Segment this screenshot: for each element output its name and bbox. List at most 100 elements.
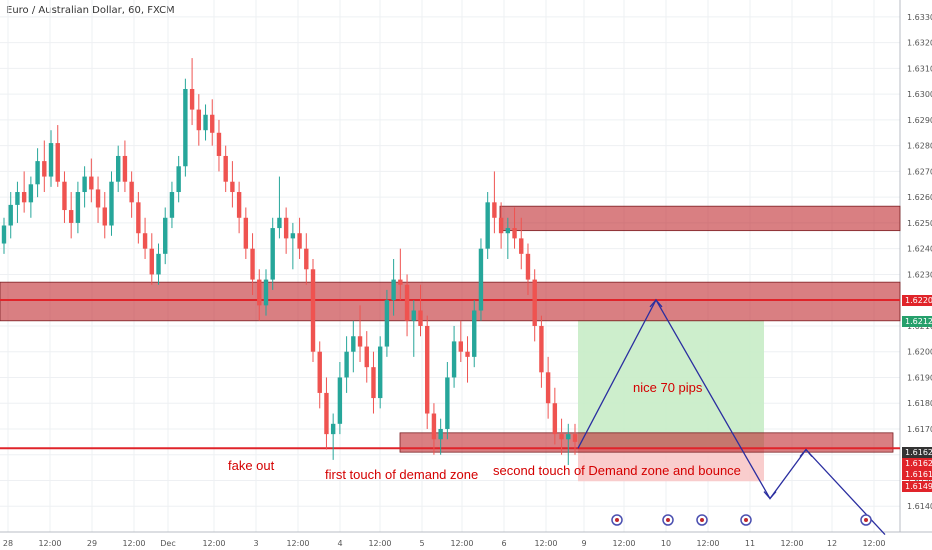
x-tick-label: 10	[661, 539, 671, 548]
candle-body	[545, 372, 551, 404]
chart-annotation: fake out	[228, 458, 275, 473]
candle-body	[472, 310, 477, 357]
chart-annotation: first touch of demand zone	[325, 467, 478, 482]
candle-body	[270, 228, 275, 280]
candle-body	[15, 192, 20, 205]
x-tick-label: 29	[87, 539, 97, 548]
resistance-zone	[0, 281, 901, 322]
candle-body	[505, 228, 511, 234]
candle-body	[398, 279, 403, 285]
candle-body	[136, 202, 141, 234]
candle-body	[377, 346, 383, 399]
price-label: 1.62123	[905, 317, 932, 326]
y-tick-label: 1.61700	[907, 425, 932, 434]
candle-body	[310, 269, 316, 352]
candle-body	[371, 367, 376, 399]
x-tick-label: 12	[827, 539, 837, 548]
candle-body	[129, 181, 134, 203]
target-zone	[578, 320, 764, 449]
candle-body	[142, 233, 148, 249]
candle-body	[8, 204, 13, 226]
x-tick-label: Dec	[160, 539, 175, 548]
candle-body	[337, 377, 343, 424]
candle-body	[210, 114, 215, 133]
candle-body	[445, 377, 450, 429]
x-tick-label: 12:00	[368, 539, 391, 548]
candle-body	[438, 428, 443, 440]
candle-body	[68, 210, 74, 223]
candle-body	[82, 176, 87, 193]
candle-body	[498, 217, 504, 234]
y-tick-label: 1.62600	[907, 193, 932, 202]
candle-body	[317, 351, 322, 393]
x-tick-label: 5	[419, 539, 424, 548]
x-tick-label: 12:00	[780, 539, 803, 548]
price-label-box	[902, 458, 932, 469]
candle-body	[344, 351, 349, 378]
candle-body	[458, 341, 463, 352]
candle-body	[257, 279, 262, 306]
x-tick-label: 12:00	[862, 539, 885, 548]
candle-body	[512, 228, 517, 239]
candle-body	[304, 248, 309, 270]
arrow-head	[649, 298, 663, 308]
y-tick-label: 1.62500	[907, 219, 932, 228]
x-tick-label: 12:00	[38, 539, 61, 548]
candle-body	[42, 161, 47, 177]
y-tick-label: 1.62800	[907, 142, 932, 151]
y-tick-label: 1.62900	[907, 116, 932, 125]
candle-body	[1, 225, 7, 244]
candle-body	[357, 336, 363, 347]
candle-body	[122, 155, 128, 182]
y-tick-label: 1.63000	[907, 90, 932, 99]
price-label-box	[902, 469, 932, 480]
candle-body	[230, 181, 235, 193]
y-tick-label: 1.61400	[907, 502, 932, 511]
x-tick-label: 3	[253, 539, 258, 548]
candle-body	[552, 403, 558, 435]
y-tick-label: 1.62700	[907, 167, 932, 176]
candle-body	[290, 233, 296, 239]
candle-body	[263, 279, 269, 306]
candle-body	[539, 325, 544, 373]
x-tick-label: 4	[337, 539, 342, 548]
y-tick-label: 1.62300	[907, 270, 932, 279]
candle-body	[566, 434, 571, 440]
candle-body	[418, 310, 423, 326]
candle-body	[391, 279, 396, 301]
candle-body	[216, 132, 222, 156]
y-tick-label: 1.62000	[907, 348, 932, 357]
candle-body	[519, 238, 524, 254]
candle-body	[404, 284, 410, 321]
price-label-box	[902, 295, 932, 306]
y-tick-label: 1.63300	[907, 13, 932, 22]
x-tick-label: 12:00	[450, 539, 473, 548]
candle-body	[384, 300, 390, 347]
event-marker-dot	[666, 518, 670, 522]
y-tick-label: 1.63100	[907, 64, 932, 73]
price-label: 1.61625	[905, 448, 932, 457]
candle-body	[297, 233, 302, 249]
arrow-head	[763, 491, 777, 500]
y-tick-label: 1.61500	[907, 476, 932, 485]
candle-body	[485, 202, 490, 249]
candle-body	[183, 88, 188, 167]
x-tick-label: 12:00	[612, 539, 635, 548]
candle-body	[48, 143, 54, 177]
x-tick-label: 12:00	[122, 539, 145, 548]
y-tick-label: 1.61800	[907, 399, 932, 408]
price-label-box	[902, 447, 932, 458]
event-marker-dot	[700, 518, 704, 522]
supply-zone	[499, 205, 901, 232]
price-label-box	[902, 481, 932, 492]
event-marker-dot	[864, 518, 868, 522]
candle-body	[277, 217, 282, 229]
candle-body	[89, 176, 94, 190]
candle-body	[109, 181, 114, 226]
candle-body	[425, 325, 430, 414]
y-tick-label: 1.62400	[907, 245, 932, 254]
x-tick-label: 11	[745, 539, 755, 548]
candle-body	[196, 109, 202, 131]
